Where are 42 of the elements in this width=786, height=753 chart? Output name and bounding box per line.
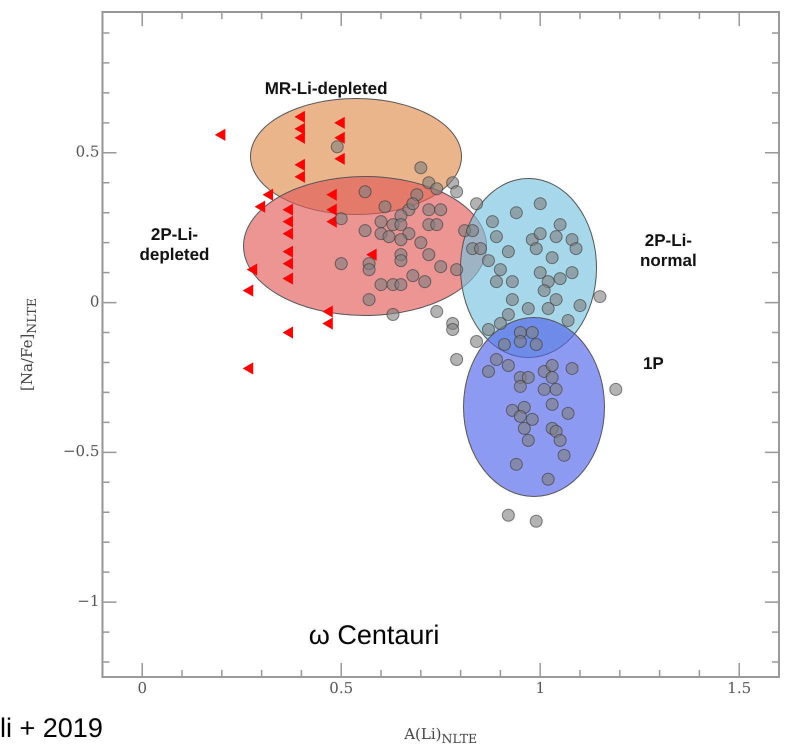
x-tick-label: 0.5	[329, 678, 354, 697]
annotation: MR-Li-depleted	[264, 78, 388, 98]
x-tick-label: 1.5	[727, 678, 752, 697]
point	[282, 272, 293, 284]
point	[334, 117, 345, 129]
point	[247, 264, 258, 276]
annotation: 2P-Li-normal	[639, 231, 698, 272]
point	[294, 123, 305, 135]
point	[294, 132, 305, 144]
point	[322, 306, 333, 318]
annotation: 1P	[642, 354, 665, 374]
point	[326, 189, 337, 200]
point	[294, 111, 305, 123]
point	[294, 159, 305, 170]
y-tick-label: −0.5	[62, 442, 100, 460]
point	[282, 246, 293, 258]
x-tick-label: 1	[535, 678, 545, 697]
point	[215, 129, 226, 141]
annotation: ω Centauri	[308, 620, 440, 652]
point	[263, 189, 274, 200]
point	[366, 248, 377, 260]
point	[334, 153, 345, 164]
x-tick-label: 0	[137, 678, 147, 697]
point	[294, 171, 305, 182]
point	[282, 216, 293, 228]
point	[326, 216, 337, 228]
y-tick-label: 0.5	[76, 142, 100, 161]
point	[243, 284, 254, 296]
point	[282, 228, 293, 240]
point	[255, 201, 266, 212]
point	[243, 362, 254, 374]
y-tick-label: −1	[77, 592, 100, 610]
y-tick-label: 0	[90, 292, 100, 310]
point	[282, 258, 293, 270]
point	[334, 132, 345, 144]
point	[282, 326, 293, 338]
point	[282, 204, 293, 216]
point	[326, 204, 337, 216]
point	[322, 318, 333, 330]
text: li + 2019	[0, 713, 104, 744]
annotation: 2P-Li-depleted	[138, 224, 210, 265]
x-axis-title: A(Li)$_{NLTE}$	[404, 725, 478, 746]
